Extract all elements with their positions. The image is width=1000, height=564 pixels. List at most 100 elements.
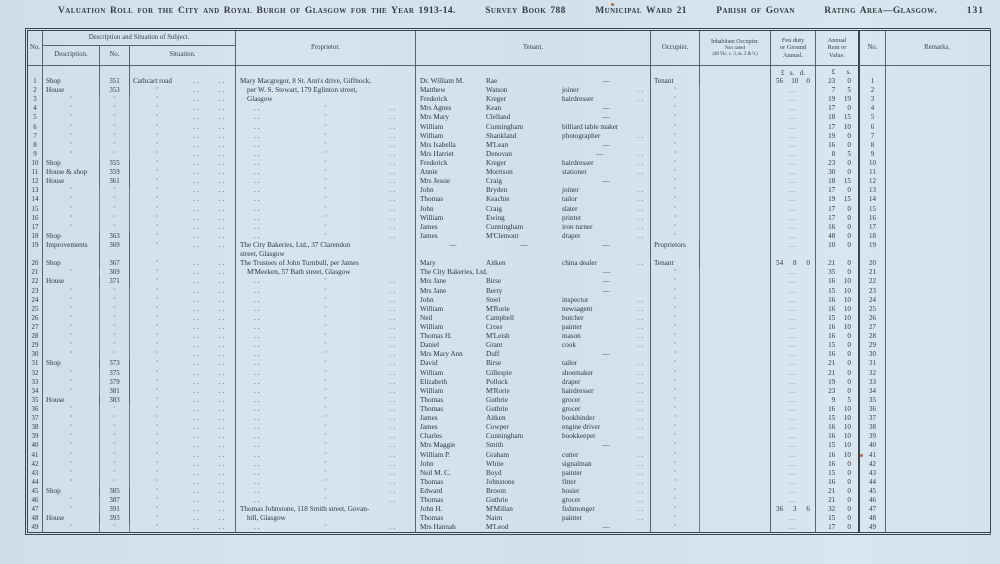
occupier-cell: ″	[651, 486, 700, 497]
feu-duty-cell: ..	[771, 350, 816, 360]
inhabitant-occupier-cell	[700, 286, 771, 296]
row-number-right: 25	[860, 304, 886, 314]
tenant-cell: John Craig slater..	[416, 204, 651, 214]
inhabitant-occupier-cell	[700, 277, 771, 287]
occupier-cell: ″	[651, 277, 700, 287]
description-cell: ″	[43, 304, 100, 314]
proprietor-cell: Thomas Johnstone, 118 Smith street, Gova…	[236, 505, 416, 515]
proprietor-cell: .. ″..	[236, 404, 416, 415]
proprietor-cell: .. ″..	[236, 322, 416, 333]
annual-rent-cell: 23 0	[816, 77, 860, 87]
inhabitant-occupier-cell	[700, 423, 771, 433]
header-description: Description.	[43, 45, 100, 65]
tenant-cell: Mrs Mary Clelland —	[416, 113, 651, 123]
street-number-cell: ″	[100, 313, 130, 323]
proprietor-cell: .. ″..	[236, 523, 416, 533]
tenant-cell: Mrs Isabella M'Lean —	[416, 140, 651, 150]
inhabitant-occupier-cell	[700, 404, 771, 415]
occupier-cell: Tenant	[651, 259, 700, 269]
inhabitant-occupier-cell	[700, 86, 771, 96]
feu-duty-cell: 54 8 0	[771, 259, 816, 269]
table-row: 27 ″ ″ ″...... ″.. William Cross painter.. ″.. 16…	[28, 322, 990, 333]
remarks-cell	[886, 123, 988, 132]
row-number-right: 37	[860, 414, 886, 424]
street-number-cell: 359	[100, 168, 130, 178]
description-cell: Improvements	[43, 240, 100, 260]
annual-rent-cell: 16 0	[816, 222, 860, 232]
occupier-cell: ″	[651, 496, 700, 506]
row-number-left: 18	[28, 231, 43, 241]
remarks-cell	[886, 95, 988, 104]
situation-cell: ″....	[130, 95, 236, 105]
remarks-cell	[886, 268, 988, 277]
description-cell: ″	[43, 468, 100, 478]
tenant-cell: Charles Cunningham bookkeeper..	[416, 432, 651, 442]
row-number-left: 47	[28, 505, 43, 515]
proprietor-cell: .. ″..	[236, 486, 416, 497]
header-description-group: Description and Situation of Subject.	[43, 31, 236, 46]
inhabitant-occupier-cell	[700, 359, 771, 369]
inhabitant-occupier-cell	[700, 350, 771, 360]
annual-rent-cell: 10 0	[816, 240, 860, 260]
situation-cell: ″....	[130, 404, 236, 415]
street-number-cell: 387	[100, 496, 130, 506]
row-number-left: 23	[28, 286, 43, 296]
table-row: 45 Shop 385 ″...... ″.. Edward Broom hosier.. ″.…	[28, 486, 990, 497]
street-number-cell: ″	[100, 195, 130, 205]
row-number-right: 30	[860, 350, 886, 360]
row-number-right: 32	[860, 368, 886, 378]
situation-cell: ″....	[130, 268, 236, 278]
description-cell: ″	[43, 441, 100, 451]
table-row: 23 ″ ″ ″...... ″.. Mrs Jane Berry — ″.. 15 10 23	[28, 286, 990, 296]
row-number-left: 28	[28, 332, 43, 342]
row-number-left: 32	[28, 368, 43, 378]
situation-cell: ″....	[130, 477, 236, 487]
occupier-cell: ″	[651, 395, 700, 405]
street-number-cell: ″	[100, 304, 130, 314]
street-number-cell: 391	[100, 505, 130, 515]
table-row: 29 ″ ″ ″...... ″.. Daniel Grant cook.. ″.. 15 0 29	[28, 341, 990, 351]
inhabitant-occupier-cell	[700, 231, 771, 241]
page-number: 131	[966, 6, 984, 16]
inhabitant-occupier-cell	[700, 95, 771, 105]
proprietor-cell: .. ″..	[236, 177, 416, 187]
row-number-left: 39	[28, 432, 43, 442]
description-cell: ″	[43, 222, 100, 232]
annual-rent-cell: 21 0	[816, 368, 860, 378]
row-number-left: 2	[28, 86, 43, 96]
street-number-cell: 373	[100, 359, 130, 369]
row-number-left: 15	[28, 204, 43, 214]
remarks-cell	[886, 341, 988, 350]
tenant-cell: William Cunningham billiard table maker	[416, 122, 651, 132]
situation-cell: ″....	[130, 350, 236, 360]
proprietor-cell: .. ″..	[236, 377, 416, 387]
feu-duty-cell: ..	[771, 523, 816, 533]
situation-cell: ″....	[130, 86, 236, 96]
row-number-right: 3	[860, 95, 886, 105]
street-number-cell: ″	[100, 441, 130, 451]
street-number-cell: ″	[100, 131, 130, 141]
situation-cell: ″....	[130, 450, 236, 460]
valuation-roll-table: No. Description and Situation of Subject…	[25, 28, 991, 536]
occupier-cell: ″	[651, 104, 700, 114]
row-number-right: 43	[860, 468, 886, 478]
tenant-cell: William M'Rorie newsagent..	[416, 304, 651, 314]
description-cell: ″	[43, 122, 100, 132]
situation-cell: ″....	[130, 441, 236, 451]
row-number-right: 46	[860, 496, 886, 506]
remarks-cell	[886, 405, 988, 414]
description-cell: Shop	[43, 231, 100, 241]
row-number-left: 3	[28, 95, 43, 105]
row-number-left: 26	[28, 313, 43, 323]
annual-rent-cell: 16 10	[816, 304, 860, 314]
situation-cell: ″....	[130, 395, 236, 405]
proprietor-cell: .. ″..	[236, 304, 416, 314]
tenant-cell: The City Bakeries, Ltd. —	[416, 268, 651, 278]
row-number-right: 5	[860, 113, 886, 123]
inhabitant-occupier-cell	[700, 204, 771, 214]
annual-rent-cell: 16 0	[816, 477, 860, 487]
remarks-cell	[886, 195, 988, 204]
inhabitant-occupier-cell	[700, 341, 771, 351]
feu-duty-cell: ..	[771, 113, 816, 123]
remarks-cell	[886, 305, 988, 314]
